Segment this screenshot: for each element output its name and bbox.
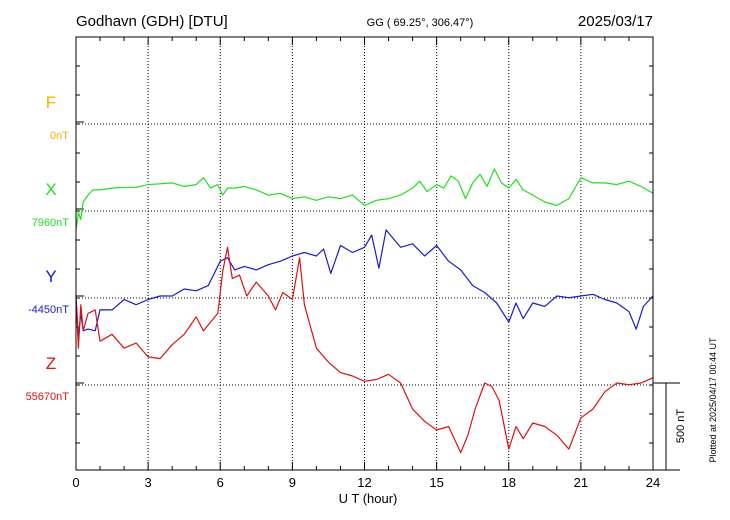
x-tick-label: 0: [72, 475, 79, 490]
x-tick-label: 15: [429, 475, 443, 490]
series-line-y: [75, 229, 654, 339]
plot-frame: [75, 36, 654, 471]
series-name-x: X: [45, 180, 56, 199]
series-labels: F 0nT X 7960nT Y -4450nT Z 55670nT: [26, 93, 70, 403]
x-tick-label: 12: [357, 475, 371, 490]
scale-bar: 500 nT: [653, 382, 687, 471]
series-line-x: [75, 168, 654, 230]
x-tick-label: 3: [145, 475, 152, 490]
series-baseline-f: 0nT: [50, 130, 69, 142]
x-axis: 0 3 6 9 12 15 18 21 24: [72, 37, 660, 490]
x-tick-label: 24: [646, 475, 660, 490]
chart-date: 2025/03/17: [578, 13, 653, 30]
series-baseline-y: -4450nT: [28, 304, 69, 316]
series-group: [75, 168, 654, 454]
x-tick-label: 6: [217, 475, 224, 490]
station-title: Godhavn (GDH) [DTU]: [76, 13, 228, 30]
series-name-f: F: [46, 93, 56, 112]
x-tick-label: 9: [289, 475, 296, 490]
x-axis-label: U T (hour): [339, 491, 398, 506]
series-name-y: Y: [45, 267, 56, 286]
grid-lines: [76, 37, 653, 470]
scale-bar-label: 500 nT: [675, 409, 687, 444]
series-line-z: [75, 246, 654, 454]
series-baseline-z: 55670nT: [26, 391, 70, 403]
plotted-timestamp: Plotted at 2025/04/17 00:44 UT: [708, 337, 718, 463]
x-tick-label: 18: [502, 475, 516, 490]
series-name-z: Z: [46, 354, 56, 373]
station-coordinates: GG ( 69.25°, 306.47°): [367, 17, 474, 29]
series-baseline-x: 7960nT: [32, 217, 70, 229]
x-tick-label: 21: [574, 475, 588, 490]
